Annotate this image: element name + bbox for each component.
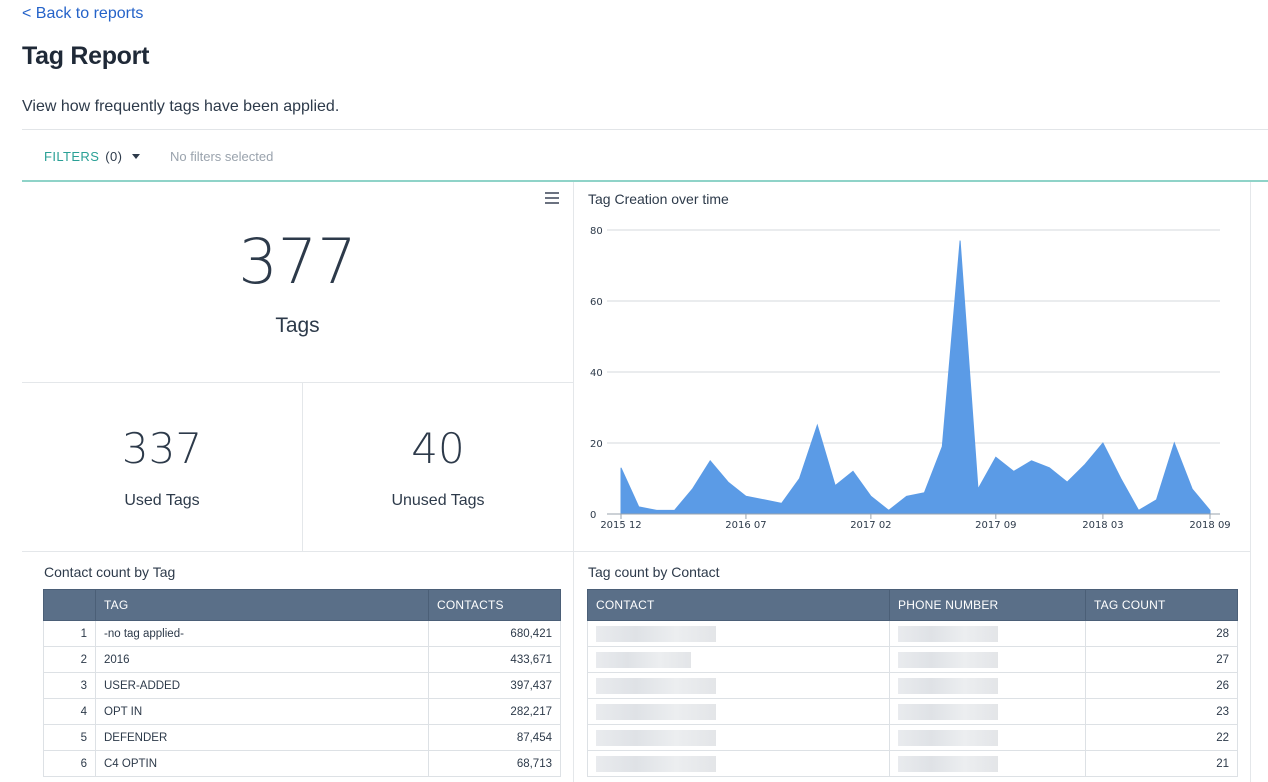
table-row[interactable]: 4 OPT IN 282,217	[43, 698, 561, 725]
tag-name: OPT IN	[95, 698, 429, 725]
table-row[interactable]: 21	[587, 750, 1238, 777]
page-description: View how frequently tags have been appli…	[22, 98, 340, 115]
table-row[interactable]: 5 DEFENDER 87,454	[43, 724, 561, 751]
row-index: 5	[43, 724, 96, 751]
unused-tags-label: Unused Tags	[391, 492, 485, 509]
y-tick-label: 0	[590, 510, 596, 521]
tag-creation-chart: 0 20 40 60 80 2015 12 2016 07 2017 02 2017 09 201…	[590, 226, 1230, 531]
contact-name-redacted	[587, 724, 890, 751]
back-to-reports-link[interactable]: < Back to reports	[22, 5, 144, 22]
table-row[interactable]: 6 C4 OPTIN 68,713	[43, 750, 561, 777]
panel-divider-vertical	[573, 182, 574, 782]
x-tick-label: 2017 09	[975, 520, 1016, 531]
area-series	[620, 240, 1211, 515]
panel-divider-used-unused	[302, 382, 303, 551]
tag-count: 23	[1085, 698, 1238, 725]
filters-count: (0)	[105, 149, 123, 164]
contact-count: 282,217	[428, 698, 561, 725]
tag-count: 28	[1085, 620, 1238, 647]
row-index: 3	[43, 672, 96, 699]
unused-tags-value: 40	[411, 424, 465, 473]
contact-count: 397,437	[428, 672, 561, 699]
table-row[interactable]: 22	[587, 724, 1238, 751]
chart-title: Tag Creation over time	[588, 191, 729, 207]
tag-count: 26	[1085, 672, 1238, 699]
caret-down-icon	[132, 154, 141, 159]
col-tag[interactable]: TAG	[95, 589, 429, 621]
panel-divider-tables	[22, 551, 1251, 552]
contact-count: 433,671	[428, 646, 561, 673]
y-tick-label: 60	[590, 297, 603, 308]
y-tick-label: 80	[590, 226, 603, 237]
tag-name: C4 OPTIN	[95, 750, 429, 777]
tag-name: USER-ADDED	[95, 672, 429, 699]
col-tag-count[interactable]: TAG COUNT	[1085, 589, 1238, 621]
table-row[interactable]: 26	[587, 672, 1238, 699]
row-index: 4	[43, 698, 96, 725]
col-contact[interactable]: CONTACT	[587, 589, 890, 621]
y-tick-label: 40	[590, 368, 603, 379]
contact-name-redacted	[587, 750, 890, 777]
tag-count: 22	[1085, 724, 1238, 751]
tag-count: 21	[1085, 750, 1238, 777]
table-row[interactable]: 23	[587, 698, 1238, 725]
x-tick-label: 2018 09	[1189, 520, 1230, 531]
col-contacts[interactable]: CONTACTS	[428, 589, 561, 621]
total-tags-value: 377	[238, 225, 357, 298]
table-row[interactable]: 2 2016 433,671	[43, 646, 561, 673]
table-row[interactable]: 28	[587, 620, 1238, 647]
total-tags-label: Tags	[275, 314, 320, 337]
phone-number-redacted	[889, 698, 1086, 725]
tag-name: -no tag applied-	[95, 620, 429, 647]
divider	[22, 129, 1268, 130]
table-row[interactable]: 3 USER-ADDED 397,437	[43, 672, 561, 699]
row-index: 6	[43, 750, 96, 777]
col-index[interactable]	[43, 589, 96, 621]
col-phone-number[interactable]: PHONE NUMBER	[889, 589, 1086, 621]
filter-divider	[22, 180, 1268, 182]
filters-dropdown[interactable]: FILTERS (0)	[44, 149, 141, 164]
table-row[interactable]: 1 -no tag applied- 680,421	[43, 620, 561, 647]
phone-number-redacted	[889, 646, 1086, 673]
phone-number-redacted	[889, 620, 1086, 647]
page-title: Tag Report	[22, 42, 150, 70]
contact-by-tag-table: TAG CONTACTS 1 -no tag applied- 680,421 2 20…	[43, 589, 561, 777]
contact-count: 87,454	[428, 724, 561, 751]
tag-name: 2016	[95, 646, 429, 673]
x-tick-label: 2016 07	[725, 520, 766, 531]
filters-status: No filters selected	[170, 149, 274, 164]
contact-name-redacted	[587, 620, 890, 647]
used-tags-value: 337	[121, 424, 203, 473]
contact-count: 68,713	[428, 750, 561, 777]
tag-name: DEFENDER	[95, 724, 429, 751]
tag-count: 27	[1085, 646, 1238, 673]
x-tick-label: 2018 03	[1082, 520, 1123, 531]
tag-by-contact-table: CONTACT PHONE NUMBER TAG COUNT 28 27 26 23 2…	[587, 589, 1238, 777]
phone-number-redacted	[889, 750, 1086, 777]
contact-name-redacted	[587, 646, 890, 673]
used-tags-label: Used Tags	[124, 492, 200, 509]
panel-divider-stats	[22, 382, 573, 383]
phone-number-redacted	[889, 724, 1086, 751]
row-index: 2	[43, 646, 96, 673]
tag-by-contact-title: Tag count by Contact	[588, 564, 720, 580]
phone-number-redacted	[889, 672, 1086, 699]
panel-divider-right	[1250, 182, 1251, 782]
filters-label: FILTERS	[44, 149, 100, 164]
contact-count: 680,421	[428, 620, 561, 647]
table-row[interactable]: 27	[587, 646, 1238, 673]
x-tick-label: 2017 02	[850, 520, 891, 531]
row-index: 1	[43, 620, 96, 647]
contact-by-tag-title: Contact count by Tag	[44, 564, 176, 580]
menu-icon[interactable]	[545, 192, 559, 204]
x-tick-label: 2015 12	[600, 520, 641, 531]
y-tick-label: 20	[590, 439, 603, 450]
contact-name-redacted	[587, 672, 890, 699]
contact-name-redacted	[587, 698, 890, 725]
